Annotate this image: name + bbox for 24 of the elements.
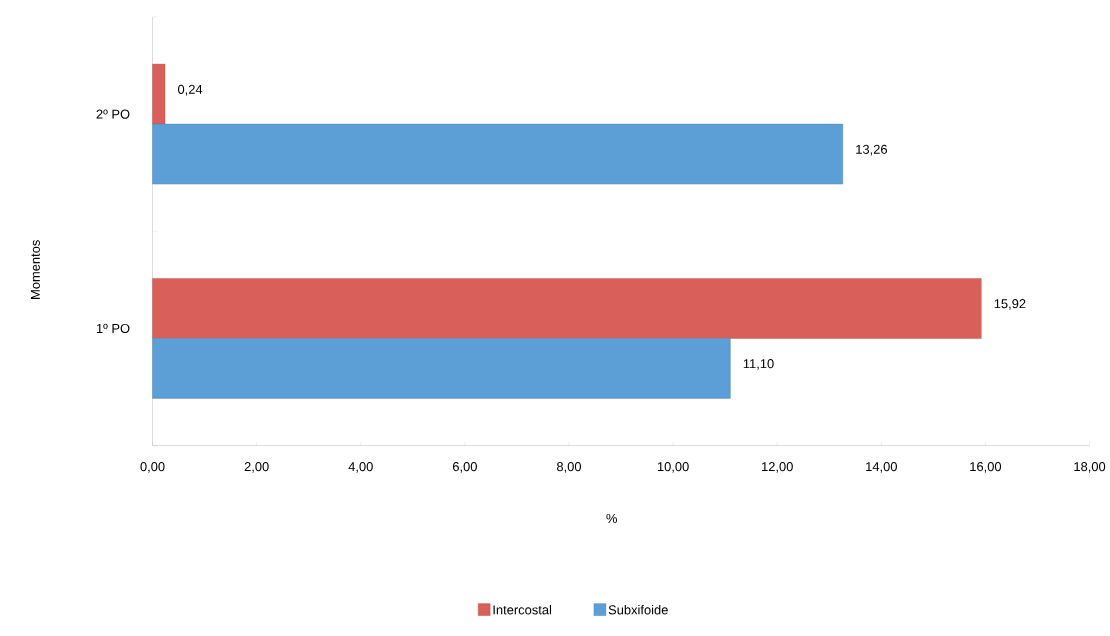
data-label: 13,26 bbox=[856, 144, 888, 156]
x-tick-label: 8,00 bbox=[556, 462, 582, 473]
x-tick-label: 6,00 bbox=[452, 462, 477, 473]
y-axis-title: Momentos bbox=[30, 240, 40, 299]
x-tick-label: 18,00 bbox=[1074, 462, 1106, 473]
x-tick-label: 14,00 bbox=[866, 462, 897, 473]
legend-label: Intercostal bbox=[493, 604, 552, 615]
x-tick-label: 16,00 bbox=[970, 462, 1002, 473]
x-tick-label: 10,00 bbox=[657, 462, 689, 473]
bar bbox=[152, 123, 843, 185]
data-label: 11,10 bbox=[743, 359, 774, 370]
y-tick-label: 2º PO bbox=[96, 109, 130, 119]
bar bbox=[152, 63, 166, 125]
x-axis-title: % bbox=[606, 513, 617, 523]
legend-label: Subxifoide bbox=[608, 604, 668, 615]
data-label: 15,92 bbox=[994, 299, 1026, 310]
x-tick-label: 4,00 bbox=[348, 462, 373, 473]
bar bbox=[152, 338, 731, 399]
x-tick-label: 12,00 bbox=[762, 462, 793, 473]
x-tick-label: 0,00 bbox=[140, 462, 165, 473]
bar bbox=[152, 278, 982, 339]
x-tick-label: 2,00 bbox=[244, 462, 269, 473]
y-tick-label: 1º PO bbox=[96, 323, 130, 334]
data-label: 0,24 bbox=[178, 84, 203, 96]
